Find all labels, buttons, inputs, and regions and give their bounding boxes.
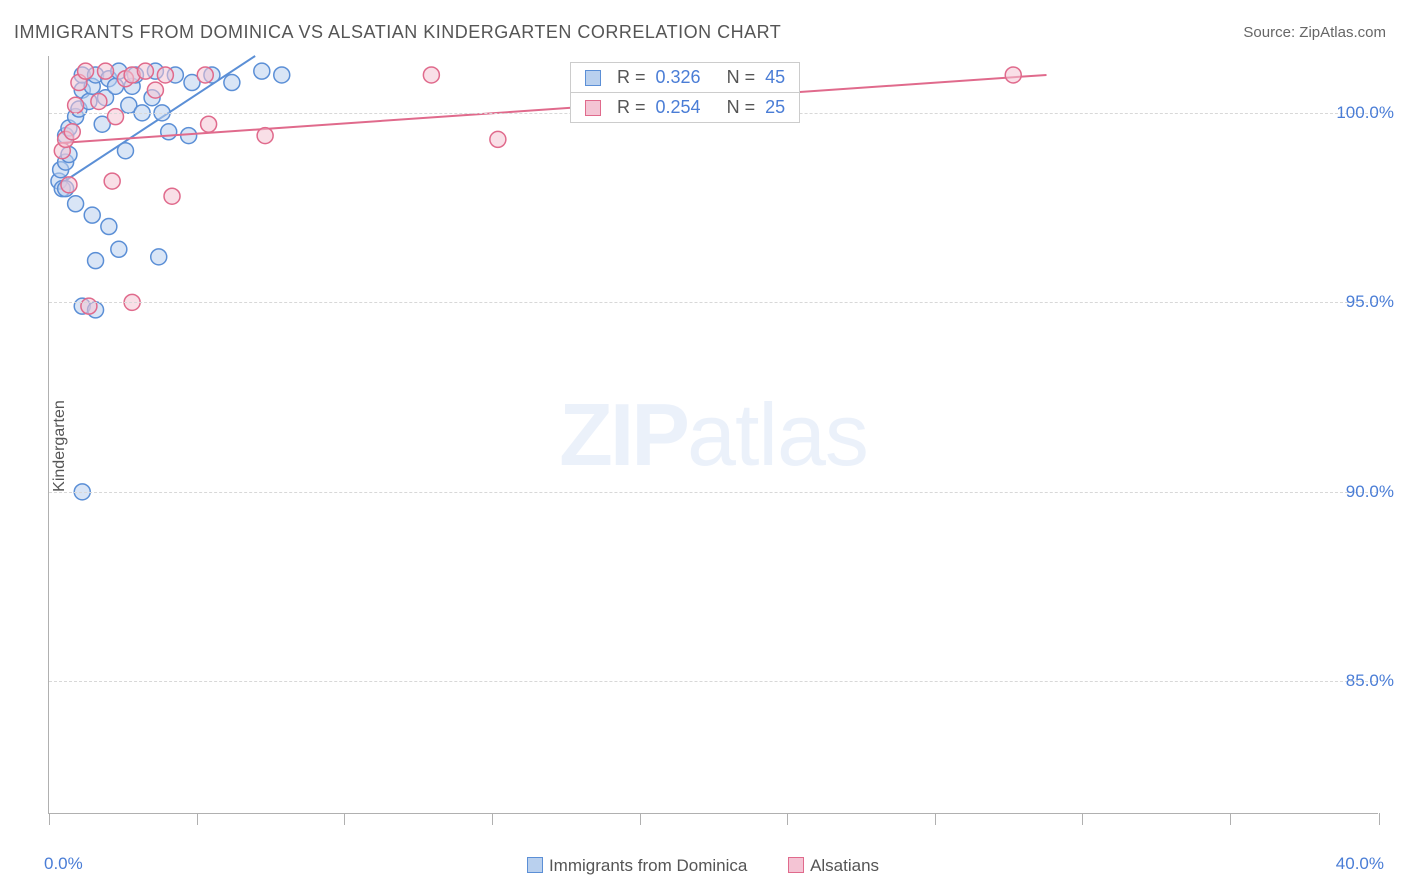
x-tick	[1230, 813, 1231, 825]
x-tick	[640, 813, 641, 825]
data-point-alsatians	[104, 173, 120, 189]
x-tick	[197, 813, 198, 825]
stat-r-value-2: 0.254	[656, 97, 701, 118]
stat-n-value-1: 45	[765, 67, 785, 88]
x-tick	[935, 813, 936, 825]
legend-item-dominica: Immigrants from Dominica	[527, 856, 747, 876]
stat-r-value-1: 0.326	[656, 67, 701, 88]
gridline	[49, 492, 1378, 493]
data-point-alsatians	[64, 124, 80, 140]
y-tick-label: 90.0%	[1346, 482, 1394, 502]
data-point-alsatians	[61, 177, 77, 193]
x-tick	[49, 813, 50, 825]
data-point-alsatians	[1005, 67, 1021, 83]
stat-n-label-2: N =	[727, 97, 756, 118]
gridline	[49, 681, 1378, 682]
legend-swatch-dominica	[527, 857, 543, 873]
x-tick	[787, 813, 788, 825]
data-point-alsatians	[201, 116, 217, 132]
legend-label-dominica: Immigrants from Dominica	[549, 856, 747, 875]
stat-r-label-2: R =	[617, 97, 646, 118]
legend-label-alsatians: Alsatians	[810, 856, 879, 875]
data-point-alsatians	[490, 131, 506, 147]
data-point-alsatians	[423, 67, 439, 83]
plot-svg	[49, 56, 1379, 814]
stat-legend: R = 0.326 N = 45 R = 0.254 N = 25	[570, 62, 800, 123]
x-tick	[1082, 813, 1083, 825]
data-point-alsatians	[98, 63, 114, 79]
data-point-dominica	[161, 124, 177, 140]
data-point-alsatians	[108, 109, 124, 125]
data-point-alsatians	[81, 298, 97, 314]
stat-r-label-1: R =	[617, 67, 646, 88]
x-tick	[1379, 813, 1380, 825]
data-point-alsatians	[197, 67, 213, 83]
y-tick-label: 95.0%	[1346, 292, 1394, 312]
data-point-alsatians	[257, 128, 273, 144]
trend-line-alsatians	[59, 75, 1047, 143]
stat-n-label-1: N =	[727, 67, 756, 88]
source-label: Source:	[1243, 24, 1295, 41]
stat-swatch-dominica	[585, 70, 601, 86]
data-point-alsatians	[147, 82, 163, 98]
data-point-dominica	[117, 143, 133, 159]
x-tick	[344, 813, 345, 825]
bottom-legend: Immigrants from Dominica Alsatians	[0, 856, 1406, 876]
x-tick	[492, 813, 493, 825]
stat-n-value-2: 25	[765, 97, 785, 118]
data-point-dominica	[254, 63, 270, 79]
legend-swatch-alsatians	[788, 857, 804, 873]
data-point-dominica	[224, 75, 240, 91]
data-point-dominica	[68, 196, 84, 212]
data-point-dominica	[274, 67, 290, 83]
data-point-dominica	[111, 241, 127, 257]
data-point-alsatians	[157, 67, 173, 83]
gridline	[49, 302, 1378, 303]
legend-item-alsatians: Alsatians	[788, 856, 879, 876]
data-point-alsatians	[78, 63, 94, 79]
source-attribution: Source: ZipAtlas.com	[1243, 24, 1386, 41]
chart-title: IMMIGRANTS FROM DOMINICA VS ALSATIAN KIN…	[14, 22, 781, 43]
data-point-alsatians	[68, 97, 84, 113]
stat-swatch-alsatians	[585, 100, 601, 116]
y-tick-label: 85.0%	[1346, 671, 1394, 691]
source-value: ZipAtlas.com	[1299, 24, 1386, 41]
y-tick-label: 100.0%	[1336, 103, 1394, 123]
data-point-alsatians	[164, 188, 180, 204]
data-point-dominica	[84, 207, 100, 223]
data-point-dominica	[88, 253, 104, 269]
scatter-plot-area: ZIPatlas	[48, 56, 1378, 814]
data-point-dominica	[151, 249, 167, 265]
data-point-dominica	[101, 219, 117, 235]
data-point-alsatians	[137, 63, 153, 79]
data-point-alsatians	[91, 93, 107, 109]
stat-row-alsatians: R = 0.254 N = 25	[571, 92, 799, 122]
stat-row-dominica: R = 0.326 N = 45	[571, 63, 799, 92]
